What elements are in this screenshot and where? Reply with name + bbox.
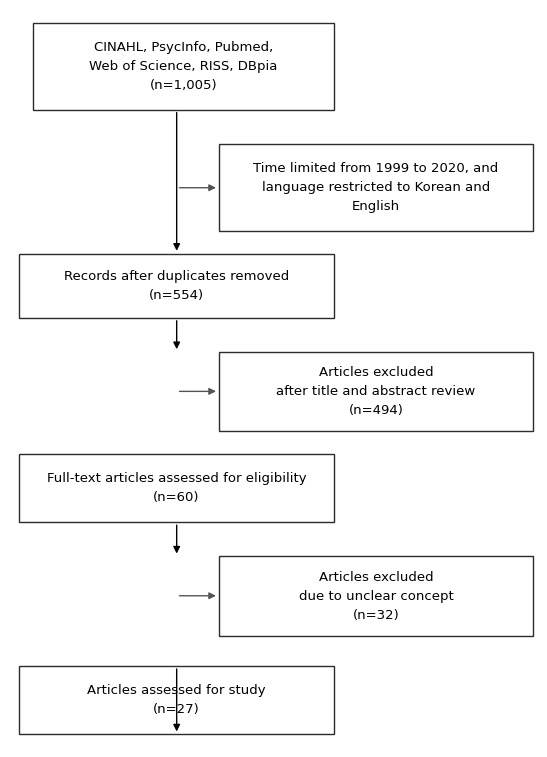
Text: Articles excluded
after title and abstract review
(n=494): Articles excluded after title and abstra…	[276, 366, 476, 417]
FancyBboxPatch shape	[219, 144, 533, 231]
FancyBboxPatch shape	[219, 556, 533, 636]
Text: Articles excluded
due to unclear concept
(n=32): Articles excluded due to unclear concept…	[299, 571, 453, 621]
FancyBboxPatch shape	[19, 454, 334, 522]
FancyBboxPatch shape	[19, 666, 334, 734]
Text: Articles assessed for study
(n=27): Articles assessed for study (n=27)	[87, 684, 266, 716]
Text: Time limited from 1999 to 2020, and
language restricted to Korean and
English: Time limited from 1999 to 2020, and lang…	[253, 162, 499, 213]
Text: Full-text articles assessed for eligibility
(n=60): Full-text articles assessed for eligibil…	[46, 472, 306, 504]
FancyBboxPatch shape	[33, 23, 334, 110]
FancyBboxPatch shape	[19, 254, 334, 318]
FancyBboxPatch shape	[219, 352, 533, 431]
Text: Records after duplicates removed
(n=554): Records after duplicates removed (n=554)	[64, 269, 289, 302]
Text: CINAHL, PsycInfo, Pubmed,
Web of Science, RISS, DBpia
(n=1,005): CINAHL, PsycInfo, Pubmed, Web of Science…	[89, 41, 277, 92]
